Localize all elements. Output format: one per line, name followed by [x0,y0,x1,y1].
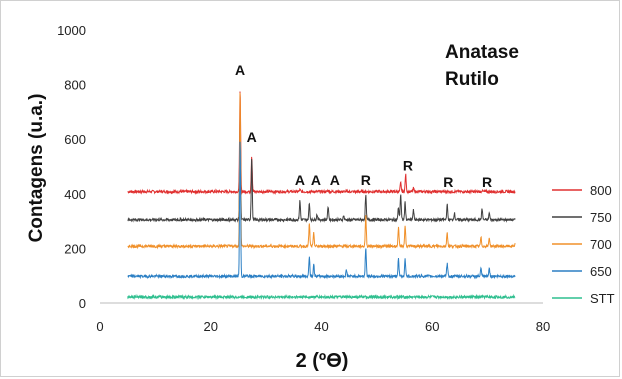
peak-label: A [330,172,340,188]
x-tick-label: 20 [204,319,218,334]
series-line-stt [127,293,516,301]
annotation-line-anatase: Anatase [445,42,519,63]
legend-label: 800 [590,183,612,198]
peak-label: R [403,158,413,174]
legend: 800 750 700 650 STT [552,183,615,306]
peak-label: A [311,172,321,188]
y-axis-title: Contagens (u.a.) [26,94,47,243]
legend-label: 700 [590,237,612,252]
peak-label: R [443,174,453,190]
peak-label: R [361,172,371,188]
series-group [127,91,516,301]
y-tick-label: 600 [64,132,86,147]
legend-label: 750 [590,210,612,225]
x-tick-label: 80 [536,319,550,334]
peak-label: A [235,62,245,78]
annotation-line-rutilo: Rutilo [445,69,499,90]
peak-label: A [295,172,305,188]
series-line-800 [127,91,516,195]
peak-label: A [247,129,257,145]
x-tick-label: 0 [96,319,103,334]
peak-label: R [482,174,492,190]
x-tick-labels: 0 20 40 60 80 [96,319,550,334]
peak-labels: AAA A A RRR R [235,62,492,190]
y-tick-label: 800 [64,78,86,93]
y-tick-labels: 0 200 400 600 800 1000 [57,23,86,311]
y-tick-label: 200 [64,241,86,256]
y-tick-label: 1000 [57,23,86,38]
y-tick-label: 0 [79,296,86,311]
legend-label: 650 [590,264,612,279]
series-line-700 [127,92,516,250]
x-tick-label: 40 [314,319,328,334]
x-axis-title: 2 (ºϴ) [296,350,349,372]
y-tick-label: 400 [64,187,86,202]
series-line-650 [127,141,516,280]
legend-label: STT [590,291,615,306]
x-tick-label: 60 [425,319,439,334]
series-line-750 [127,118,516,223]
